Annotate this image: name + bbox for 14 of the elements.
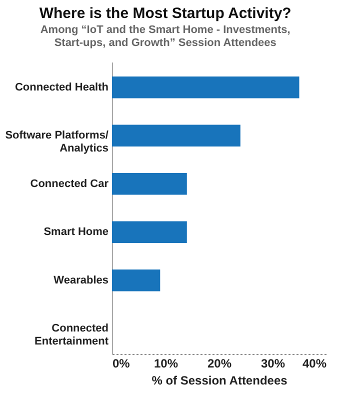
y-tick-label: Connected Car bbox=[30, 178, 110, 190]
chart-title: Where is the Most Startup Activity? bbox=[39, 5, 292, 22]
y-tick-label: Connected Entertainment bbox=[34, 322, 109, 348]
x-tick-label: 30% bbox=[260, 356, 286, 370]
chart-subtitle: Among “IoT and the Smart Home - Investments, Start-ups, and Growth” Session Attendees bbox=[40, 24, 290, 49]
x-tick-label: 10% bbox=[154, 356, 178, 370]
y-tick-label: Connected Health bbox=[14, 81, 109, 94]
x-tick-label: 40% bbox=[302, 356, 327, 370]
x-tick-label: 20% bbox=[207, 356, 232, 370]
x-tick-label: 0% bbox=[112, 356, 130, 370]
x-axis-title: % of Session Attendees bbox=[152, 374, 288, 388]
y-tick-label: Smart Home bbox=[44, 226, 108, 238]
y-tick-label: Software Platforms/ Analytics bbox=[5, 130, 108, 155]
y-tick-label: Wearables bbox=[54, 274, 108, 286]
